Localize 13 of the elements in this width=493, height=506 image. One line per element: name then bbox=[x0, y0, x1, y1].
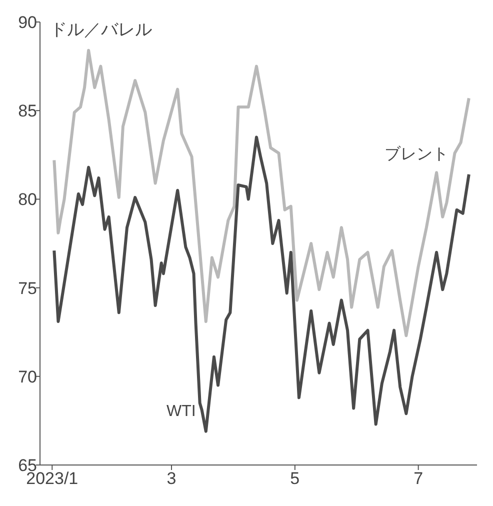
y-tick-label: 85 bbox=[18, 102, 37, 121]
y-tick-label: 75 bbox=[18, 278, 37, 298]
y-tick-label: 90 bbox=[18, 13, 37, 32]
x-tick-label: 5 bbox=[290, 469, 300, 488]
y-axis-title: ドル／バレル bbox=[50, 19, 152, 41]
series-label: WTI bbox=[166, 403, 196, 420]
line-series bbox=[52, 48, 470, 338]
x-tick-label: 3 bbox=[166, 469, 176, 488]
y-tick-label: 70 bbox=[18, 367, 37, 386]
series-label: ブレント bbox=[384, 145, 449, 164]
x-tick-label: 7 bbox=[414, 469, 424, 488]
line-series bbox=[52, 136, 470, 433]
y-tick-label: 80 bbox=[18, 190, 37, 210]
